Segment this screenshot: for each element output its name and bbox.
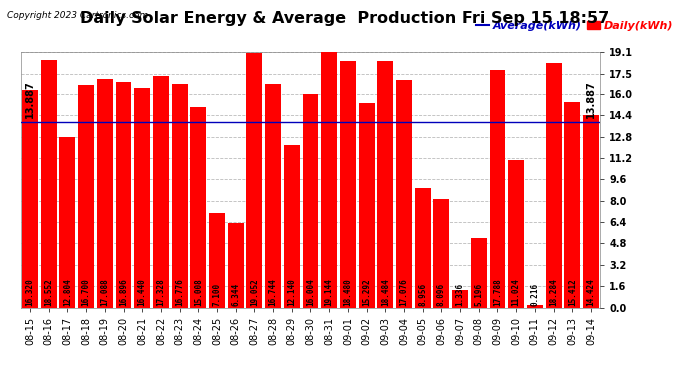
Text: 13.887: 13.887: [586, 80, 596, 118]
Text: 12.804: 12.804: [63, 279, 72, 306]
Text: 16.320: 16.320: [26, 279, 34, 306]
Text: 15.008: 15.008: [194, 279, 203, 306]
Text: 16.744: 16.744: [268, 279, 277, 306]
Text: 0.216: 0.216: [531, 283, 540, 306]
Bar: [265, 84, 281, 308]
Bar: [527, 304, 543, 307]
Text: 14.424: 14.424: [586, 279, 595, 306]
Text: 7.100: 7.100: [213, 283, 221, 306]
Bar: [135, 88, 150, 308]
Bar: [116, 82, 132, 308]
Text: 15.412: 15.412: [568, 279, 577, 306]
Text: 6.344: 6.344: [231, 283, 240, 306]
Text: 18.552: 18.552: [44, 279, 53, 306]
Bar: [546, 63, 562, 308]
Text: 5.196: 5.196: [474, 283, 483, 306]
Bar: [433, 200, 449, 308]
Text: 8.096: 8.096: [437, 283, 446, 306]
Bar: [22, 90, 38, 308]
Text: 17.076: 17.076: [400, 279, 408, 306]
Bar: [322, 52, 337, 308]
Text: 16.700: 16.700: [81, 279, 90, 306]
Bar: [78, 84, 94, 308]
Bar: [471, 238, 486, 308]
Text: 17.328: 17.328: [157, 279, 166, 306]
Text: Daily Solar Energy & Average  Production Fri Sep 15 18:57: Daily Solar Energy & Average Production …: [80, 11, 610, 26]
Bar: [97, 80, 112, 308]
Text: 18.480: 18.480: [344, 279, 353, 306]
Bar: [59, 136, 75, 308]
Bar: [489, 70, 505, 308]
Bar: [246, 53, 262, 307]
Bar: [209, 213, 225, 308]
Bar: [340, 61, 356, 308]
Text: 19.144: 19.144: [325, 279, 334, 306]
Bar: [452, 290, 468, 308]
Text: 18.484: 18.484: [381, 279, 390, 306]
Text: 1.336: 1.336: [455, 283, 464, 306]
Text: 16.440: 16.440: [138, 279, 147, 306]
Bar: [377, 61, 393, 308]
Bar: [284, 146, 299, 308]
Bar: [359, 104, 375, 308]
Bar: [190, 107, 206, 308]
Text: 11.024: 11.024: [512, 279, 521, 306]
Bar: [302, 94, 319, 308]
Text: 16.004: 16.004: [306, 279, 315, 306]
Text: 18.284: 18.284: [549, 279, 558, 306]
Text: 16.776: 16.776: [175, 279, 184, 306]
Text: 15.292: 15.292: [362, 279, 371, 306]
Bar: [396, 80, 412, 308]
Bar: [583, 115, 599, 308]
Text: Copyright 2023 Cartronics.com: Copyright 2023 Cartronics.com: [7, 11, 148, 20]
Bar: [415, 188, 431, 308]
Text: 16.896: 16.896: [119, 279, 128, 306]
Text: 17.088: 17.088: [100, 279, 109, 306]
Bar: [41, 60, 57, 308]
Bar: [228, 223, 244, 308]
Bar: [172, 84, 188, 308]
Bar: [564, 102, 580, 308]
Text: 13.887: 13.887: [25, 80, 35, 118]
Bar: [509, 160, 524, 308]
Legend: Average(kWh), Daily(kWh): Average(kWh), Daily(kWh): [471, 17, 678, 36]
Bar: [153, 76, 169, 308]
Text: 19.052: 19.052: [250, 279, 259, 306]
Text: 8.956: 8.956: [418, 283, 427, 306]
Text: 12.140: 12.140: [287, 279, 296, 306]
Text: 17.788: 17.788: [493, 279, 502, 306]
